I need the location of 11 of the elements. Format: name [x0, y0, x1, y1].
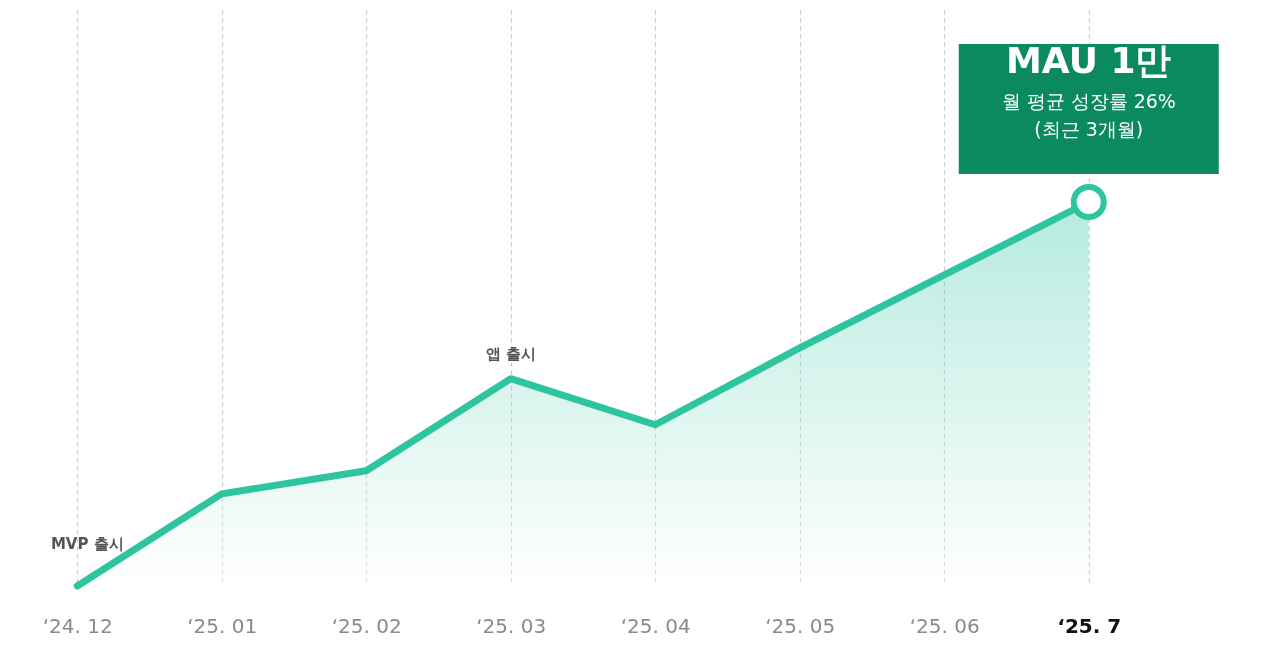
- x-tick-label: ‘25. 01: [187, 613, 258, 638]
- x-tick-label: ‘24. 12: [42, 613, 113, 638]
- x-tick-label: ‘25. 05: [765, 613, 836, 638]
- x-tick-label: ‘25. 03: [476, 613, 547, 638]
- x-tick-label: ‘25. 7: [1057, 613, 1122, 638]
- x-tick-label: ‘25. 04: [620, 613, 691, 638]
- x-tick-label: ‘25. 02: [331, 613, 402, 638]
- annotation: MAU 1만 월 평균 성장률 26% (최근 3개월): [1001, 40, 1176, 140]
- annotation: MVP 출시: [50, 535, 124, 553]
- x-tick-label: ‘25. 06: [909, 613, 980, 638]
- annotation: 앱 출시: [485, 344, 536, 363]
